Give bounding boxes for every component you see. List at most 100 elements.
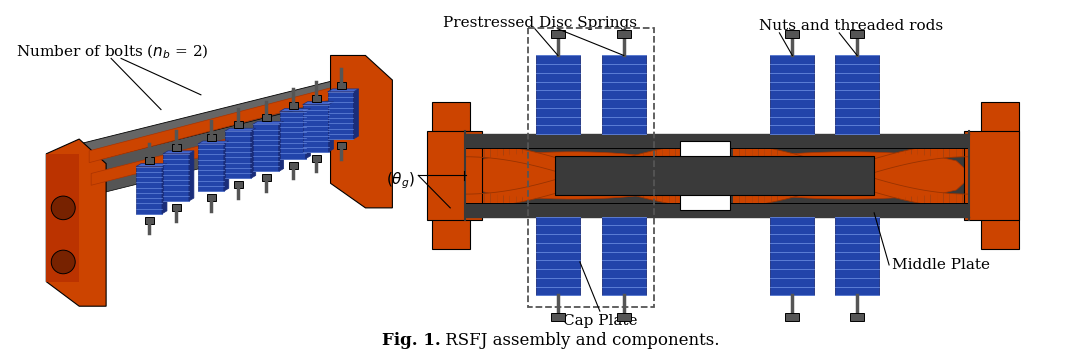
Circle shape — [338, 109, 357, 129]
Polygon shape — [867, 176, 874, 192]
Text: Cap Plate: Cap Plate — [563, 314, 637, 328]
Bar — [555, 156, 874, 195]
Polygon shape — [624, 179, 631, 194]
Polygon shape — [253, 124, 279, 171]
Bar — [172, 144, 181, 151]
Polygon shape — [912, 188, 918, 203]
Polygon shape — [835, 166, 841, 182]
Polygon shape — [899, 151, 905, 166]
Polygon shape — [758, 190, 765, 205]
Text: Number of bolts ($n_b$ = 2): Number of bolts ($n_b$ = 2) — [16, 43, 208, 61]
Bar — [835, 56, 879, 134]
Polygon shape — [912, 148, 918, 163]
Polygon shape — [503, 190, 510, 205]
Polygon shape — [478, 143, 484, 158]
Polygon shape — [874, 178, 879, 194]
Polygon shape — [573, 163, 580, 179]
Polygon shape — [733, 193, 740, 207]
Polygon shape — [516, 148, 523, 163]
Bar — [207, 134, 216, 141]
Bar — [337, 82, 346, 89]
Polygon shape — [163, 151, 194, 154]
Polygon shape — [536, 152, 542, 167]
Polygon shape — [497, 145, 503, 160]
Polygon shape — [771, 149, 778, 164]
Bar — [465, 203, 969, 217]
Polygon shape — [279, 121, 284, 171]
Polygon shape — [854, 172, 861, 188]
Polygon shape — [745, 192, 752, 206]
Polygon shape — [822, 162, 828, 178]
Polygon shape — [886, 154, 892, 169]
Polygon shape — [162, 164, 167, 214]
Polygon shape — [306, 109, 311, 159]
Polygon shape — [561, 176, 567, 192]
Polygon shape — [861, 174, 867, 190]
Bar — [964, 131, 1018, 220]
Polygon shape — [79, 75, 377, 159]
Polygon shape — [280, 109, 311, 112]
Polygon shape — [586, 167, 593, 183]
Polygon shape — [791, 153, 797, 169]
Polygon shape — [949, 143, 956, 158]
Polygon shape — [542, 154, 548, 169]
Polygon shape — [835, 169, 841, 185]
Polygon shape — [670, 146, 676, 161]
Polygon shape — [612, 160, 618, 176]
Polygon shape — [657, 149, 663, 164]
Polygon shape — [752, 191, 758, 205]
Circle shape — [51, 250, 76, 274]
Polygon shape — [848, 165, 854, 181]
Polygon shape — [879, 155, 886, 171]
Bar — [679, 141, 729, 210]
Bar — [551, 30, 565, 38]
Polygon shape — [618, 158, 624, 174]
Polygon shape — [523, 187, 529, 202]
Bar — [432, 102, 470, 249]
Polygon shape — [472, 143, 478, 157]
Bar — [312, 155, 321, 162]
Circle shape — [51, 196, 76, 220]
Polygon shape — [624, 156, 631, 172]
Polygon shape — [637, 182, 644, 198]
Text: Middle Plate: Middle Plate — [892, 258, 990, 272]
Polygon shape — [225, 128, 256, 131]
Polygon shape — [892, 183, 899, 199]
Polygon shape — [949, 193, 956, 207]
Polygon shape — [956, 143, 962, 157]
Polygon shape — [937, 192, 944, 207]
Polygon shape — [931, 145, 937, 160]
Polygon shape — [729, 152, 969, 199]
Polygon shape — [663, 188, 670, 204]
Polygon shape — [771, 187, 778, 202]
Polygon shape — [924, 146, 931, 161]
Polygon shape — [918, 189, 924, 204]
Polygon shape — [874, 157, 879, 173]
Polygon shape — [962, 143, 969, 157]
Polygon shape — [644, 152, 650, 167]
Polygon shape — [765, 188, 771, 204]
Polygon shape — [905, 187, 912, 202]
Polygon shape — [548, 180, 554, 195]
Bar — [172, 204, 181, 211]
Polygon shape — [280, 112, 306, 159]
Polygon shape — [918, 147, 924, 162]
Polygon shape — [848, 170, 854, 186]
Polygon shape — [327, 92, 353, 139]
Polygon shape — [956, 194, 962, 208]
Polygon shape — [302, 102, 334, 105]
Polygon shape — [810, 158, 815, 174]
Bar — [261, 175, 271, 181]
Polygon shape — [841, 168, 848, 184]
Polygon shape — [650, 150, 657, 165]
Polygon shape — [663, 147, 670, 162]
Bar — [288, 102, 298, 109]
Bar — [465, 134, 969, 217]
Polygon shape — [670, 190, 676, 205]
Polygon shape — [510, 147, 516, 162]
Bar — [835, 217, 879, 295]
Polygon shape — [510, 189, 516, 204]
Polygon shape — [529, 185, 536, 200]
Bar — [536, 56, 580, 134]
Polygon shape — [791, 182, 797, 198]
